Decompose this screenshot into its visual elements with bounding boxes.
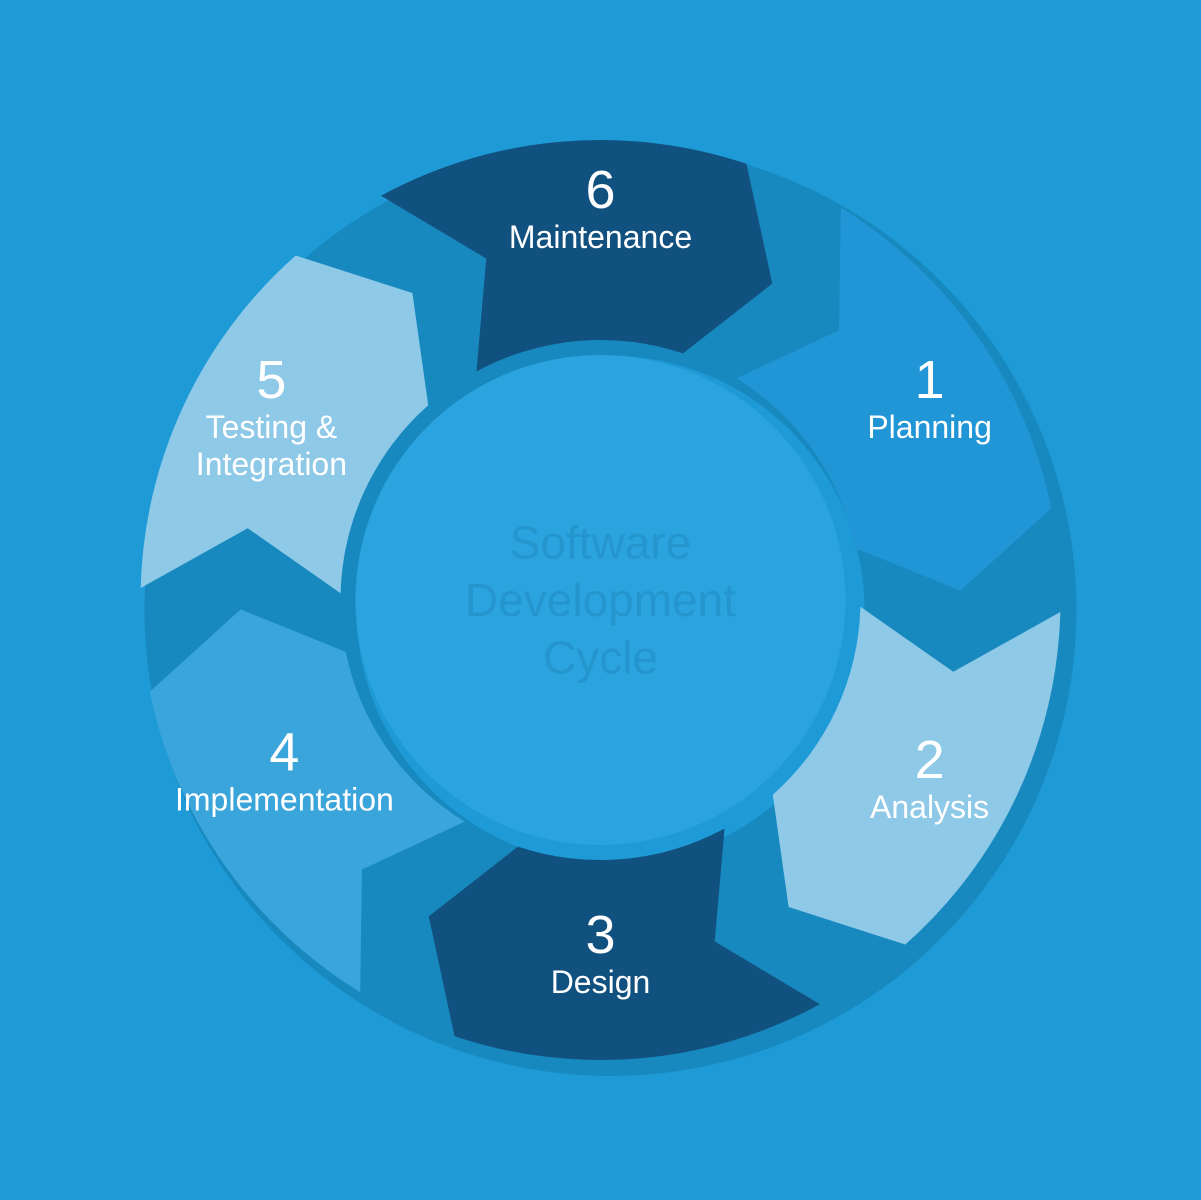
center-title-line: Cycle (543, 632, 658, 684)
segment-number: 6 (585, 160, 615, 220)
segment-number: 4 (269, 723, 299, 783)
segment-number: 3 (585, 905, 615, 965)
segment-label-text: Testing & (206, 409, 338, 445)
center-title-line: Software (510, 517, 692, 569)
segment-number: 1 (915, 350, 945, 410)
segment-label-text: Planning (867, 409, 992, 445)
segment-label-text: Analysis (870, 789, 989, 825)
center-title-line: Development (465, 574, 736, 626)
segment-label-text: Integration (196, 446, 347, 482)
segment-number: 2 (915, 730, 945, 790)
segment-label-text: Implementation (175, 782, 394, 818)
sdlc-cycle-diagram: SoftwareDevelopment Cycle 1Planning 2Analy… (0, 0, 1201, 1200)
segment-label-text: Design (551, 964, 651, 1000)
segment-label-text: Maintenance (509, 219, 692, 255)
segment-number: 5 (256, 350, 286, 410)
